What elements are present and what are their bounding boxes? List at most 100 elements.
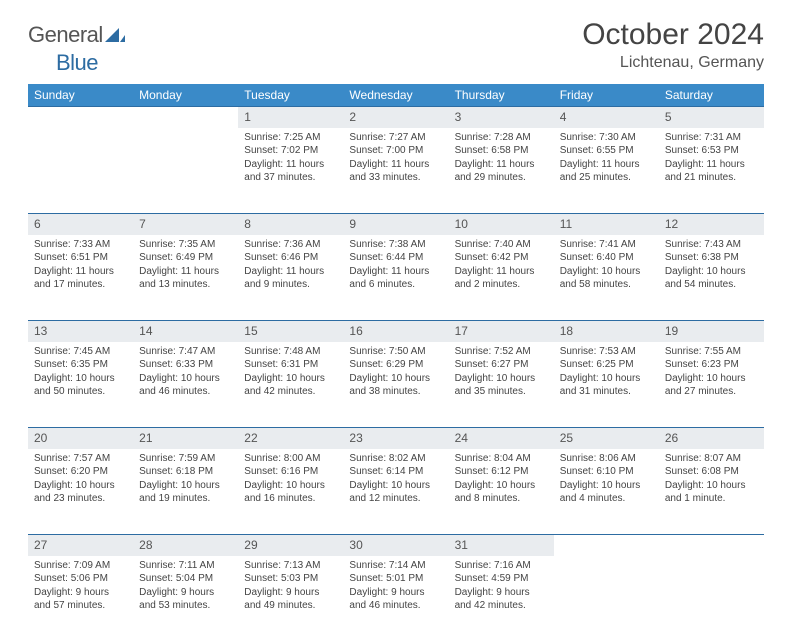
sunset-line: Sunset: 6:51 PM xyxy=(34,251,127,265)
calendar-head: SundayMondayTuesdayWednesdayThursdayFrid… xyxy=(28,84,764,107)
sunrise-line: Sunrise: 8:04 AM xyxy=(455,452,548,466)
day-cell-body: Sunrise: 7:52 AMSunset: 6:27 PMDaylight:… xyxy=(449,342,554,403)
day-cell: Sunrise: 7:33 AMSunset: 6:51 PMDaylight:… xyxy=(28,235,133,321)
sunrise-line: Sunrise: 7:14 AM xyxy=(349,559,442,573)
sunset-line: Sunset: 6:25 PM xyxy=(560,358,653,372)
daylight-line: Daylight: 11 hours and 33 minutes. xyxy=(349,158,442,185)
daylight-line: Daylight: 10 hours and 12 minutes. xyxy=(349,479,442,506)
day-cell-body: Sunrise: 7:59 AMSunset: 6:18 PMDaylight:… xyxy=(133,449,238,510)
daylight-line: Daylight: 9 hours and 46 minutes. xyxy=(349,586,442,613)
day-cell-body: Sunrise: 8:04 AMSunset: 6:12 PMDaylight:… xyxy=(449,449,554,510)
day-cell-body: Sunrise: 7:36 AMSunset: 6:46 PMDaylight:… xyxy=(238,235,343,296)
day-cell: Sunrise: 7:55 AMSunset: 6:23 PMDaylight:… xyxy=(659,342,764,428)
day-number-cell: 2 xyxy=(343,107,448,128)
day-cell: Sunrise: 7:40 AMSunset: 6:42 PMDaylight:… xyxy=(449,235,554,321)
empty-cell-head xyxy=(659,535,764,556)
day-header: Sunday xyxy=(28,84,133,107)
day-cell-body: Sunrise: 7:25 AMSunset: 7:02 PMDaylight:… xyxy=(238,128,343,189)
day-cell-body: Sunrise: 7:27 AMSunset: 7:00 PMDaylight:… xyxy=(343,128,448,189)
daylight-line: Daylight: 10 hours and 8 minutes. xyxy=(455,479,548,506)
day-cell-body: Sunrise: 8:00 AMSunset: 6:16 PMDaylight:… xyxy=(238,449,343,510)
day-header: Thursday xyxy=(449,84,554,107)
daylight-line: Daylight: 10 hours and 50 minutes. xyxy=(34,372,127,399)
sunrise-line: Sunrise: 7:35 AM xyxy=(139,238,232,252)
day-number-cell: 23 xyxy=(343,428,448,449)
sunrise-line: Sunrise: 7:13 AM xyxy=(244,559,337,573)
day-number-cell: 14 xyxy=(133,321,238,342)
day-number: 2 xyxy=(349,110,356,124)
sunrise-line: Sunrise: 7:28 AM xyxy=(455,131,548,145)
day-cell: Sunrise: 7:11 AMSunset: 5:04 PMDaylight:… xyxy=(133,556,238,642)
sunrise-line: Sunrise: 7:25 AM xyxy=(244,131,337,145)
daylight-line: Daylight: 10 hours and 54 minutes. xyxy=(665,265,758,292)
day-number: 12 xyxy=(665,217,678,231)
day-cell-body: Sunrise: 7:47 AMSunset: 6:33 PMDaylight:… xyxy=(133,342,238,403)
week-daynum-row: 12345 xyxy=(28,107,764,128)
day-number: 28 xyxy=(139,538,152,552)
day-number-cell: 19 xyxy=(659,321,764,342)
daylight-line: Daylight: 11 hours and 29 minutes. xyxy=(455,158,548,185)
day-number: 8 xyxy=(244,217,251,231)
day-cell-body: Sunrise: 7:13 AMSunset: 5:03 PMDaylight:… xyxy=(238,556,343,617)
day-number-cell: 16 xyxy=(343,321,448,342)
day-cell: Sunrise: 7:28 AMSunset: 6:58 PMDaylight:… xyxy=(449,128,554,214)
day-header: Wednesday xyxy=(343,84,448,107)
daylight-line: Daylight: 10 hours and 19 minutes. xyxy=(139,479,232,506)
day-number: 3 xyxy=(455,110,462,124)
day-cell: Sunrise: 7:48 AMSunset: 6:31 PMDaylight:… xyxy=(238,342,343,428)
sunset-line: Sunset: 6:55 PM xyxy=(560,144,653,158)
day-header: Saturday xyxy=(659,84,764,107)
day-number-cell: 11 xyxy=(554,214,659,235)
sunset-line: Sunset: 7:00 PM xyxy=(349,144,442,158)
day-header: Friday xyxy=(554,84,659,107)
day-cell: Sunrise: 8:04 AMSunset: 6:12 PMDaylight:… xyxy=(449,449,554,535)
day-cell-body: Sunrise: 7:45 AMSunset: 6:35 PMDaylight:… xyxy=(28,342,133,403)
day-number-cell: 18 xyxy=(554,321,659,342)
sunset-line: Sunset: 4:59 PM xyxy=(455,572,548,586)
day-cell: Sunrise: 7:59 AMSunset: 6:18 PMDaylight:… xyxy=(133,449,238,535)
day-cell: Sunrise: 7:52 AMSunset: 6:27 PMDaylight:… xyxy=(449,342,554,428)
day-number: 4 xyxy=(560,110,567,124)
day-number: 15 xyxy=(244,324,257,338)
header: General Blue October 2024 Lichtenau, Ger… xyxy=(28,18,764,76)
sunrise-line: Sunrise: 7:53 AM xyxy=(560,345,653,359)
day-number-cell: 10 xyxy=(449,214,554,235)
daylight-line: Daylight: 9 hours and 53 minutes. xyxy=(139,586,232,613)
day-cell: Sunrise: 7:16 AMSunset: 4:59 PMDaylight:… xyxy=(449,556,554,642)
day-cell: Sunrise: 8:06 AMSunset: 6:10 PMDaylight:… xyxy=(554,449,659,535)
day-cell: Sunrise: 7:50 AMSunset: 6:29 PMDaylight:… xyxy=(343,342,448,428)
location: Lichtenau, Germany xyxy=(582,54,764,72)
day-number: 19 xyxy=(665,324,678,338)
day-number-cell: 17 xyxy=(449,321,554,342)
sunset-line: Sunset: 5:06 PM xyxy=(34,572,127,586)
day-number: 6 xyxy=(34,217,41,231)
day-cell-body: Sunrise: 7:48 AMSunset: 6:31 PMDaylight:… xyxy=(238,342,343,403)
daylight-line: Daylight: 11 hours and 9 minutes. xyxy=(244,265,337,292)
sunrise-line: Sunrise: 7:30 AM xyxy=(560,131,653,145)
day-number: 27 xyxy=(34,538,47,552)
logo-sail-icon xyxy=(105,22,125,48)
sunrise-line: Sunrise: 7:52 AM xyxy=(455,345,548,359)
sunset-line: Sunset: 5:04 PM xyxy=(139,572,232,586)
day-number-cell: 4 xyxy=(554,107,659,128)
logo: General Blue xyxy=(28,22,125,76)
week-content-row: Sunrise: 7:25 AMSunset: 7:02 PM Daylight:… xyxy=(28,128,764,214)
day-cell: Sunrise: 7:27 AMSunset: 7:00 PMDaylight:… xyxy=(343,128,448,214)
day-cell: Sunrise: 7:09 AMSunset: 5:06 PMDaylight:… xyxy=(28,556,133,642)
sunset-line: Sunset: 6:33 PM xyxy=(139,358,232,372)
daylight-line: Daylight: 11 hours and 21 minutes. xyxy=(665,158,758,185)
day-number-cell: 3 xyxy=(449,107,554,128)
day-number-cell: 27 xyxy=(28,535,133,556)
day-cell-body: Sunrise: 7:11 AMSunset: 5:04 PMDaylight:… xyxy=(133,556,238,617)
sunrise-line: Sunrise: 7:36 AM xyxy=(244,238,337,252)
day-number-cell: 15 xyxy=(238,321,343,342)
day-number: 9 xyxy=(349,217,356,231)
sunset-line: Sunset: 6:14 PM xyxy=(349,465,442,479)
day-header: Monday xyxy=(133,84,238,107)
day-cell-body: Sunrise: 7:35 AMSunset: 6:49 PMDaylight:… xyxy=(133,235,238,296)
day-number: 21 xyxy=(139,431,152,445)
day-cell: Sunrise: 7:14 AMSunset: 5:01 PMDaylight:… xyxy=(343,556,448,642)
sunrise-line: Sunrise: 7:31 AM xyxy=(665,131,758,145)
empty-cell xyxy=(554,556,659,642)
sunset-line: Sunset: 7:02 PM xyxy=(244,144,337,158)
